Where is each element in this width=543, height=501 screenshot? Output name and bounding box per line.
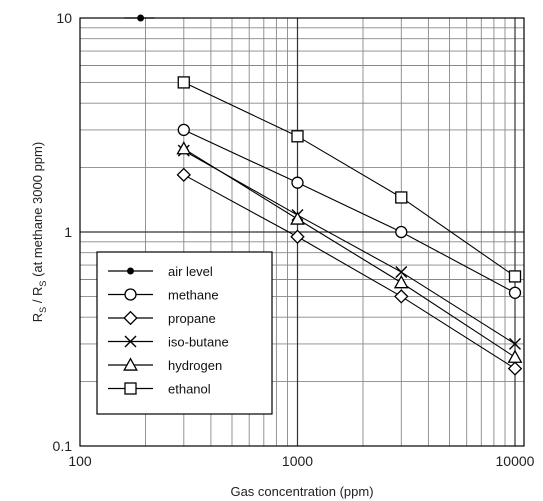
series-line-hydrogen [183, 148, 516, 358]
legend-marker-propane [123, 310, 138, 326]
x-axis-label: Gas concentration (ppm) [230, 484, 373, 499]
legend-label-air-level: air level [168, 264, 213, 279]
legend: air level methane propane iso-butane hydroge… [96, 251, 273, 415]
y-axis-label-mid: / R [30, 287, 45, 307]
legend-label-methane: methane [168, 288, 219, 303]
legend-marker-methane [124, 288, 137, 301]
plot-area-frame [79, 17, 525, 447]
data-point-methane [291, 176, 304, 189]
series-line-propane [183, 174, 516, 370]
data-point-iso-butane [395, 266, 408, 279]
data-point-ethanol [508, 270, 522, 283]
series-layer [124, 14, 523, 376]
legend-marker-ethanol [124, 382, 137, 395]
legend-label-propane: propane [168, 311, 216, 326]
y-axis-label-r1: R [30, 313, 45, 322]
legend-marker-hydrogen [123, 357, 138, 371]
legend-label-hydrogen: hydrogen [168, 358, 222, 373]
data-point-methane [395, 225, 408, 239]
y-tick-label: 1 [64, 224, 72, 240]
x-tick-label: 10000 [496, 453, 535, 469]
series-line-methane [183, 129, 516, 294]
y-tick-labels: 0.1 1 10 [53, 10, 73, 454]
data-point-hydrogen [393, 274, 409, 289]
y-axis-label-sub1: S [38, 307, 48, 313]
x-tick-labels: 100 1000 10000 [68, 453, 534, 469]
data-point-iso-butane [509, 337, 521, 350]
series-line-ethanol [183, 81, 516, 277]
x-tick-label: 1000 [282, 453, 313, 469]
y-axis-label-sub2: S [38, 281, 48, 287]
data-point-air-level [137, 14, 145, 22]
legend-label-iso-butane: iso-butane [168, 335, 229, 350]
data-point-methane [177, 123, 190, 137]
legend-label-ethanol: ethanol [168, 382, 211, 397]
y-axis-label: RS / RS (at methane 3000 ppm) [30, 142, 48, 322]
data-point-ethanol [291, 130, 304, 143]
y-axis-label-tail: (at methane 3000 ppm) [30, 142, 45, 281]
data-point-propane [394, 289, 409, 304]
data-point-propane [290, 229, 305, 244]
data-point-hydrogen [290, 211, 305, 225]
data-point-propane [176, 167, 191, 183]
series-line-iso-butane [183, 150, 516, 345]
data-point-hydrogen [507, 349, 523, 363]
data-point-methane [508, 286, 522, 299]
data-point-propane [507, 361, 523, 376]
y-tick-label: 10 [56, 10, 72, 26]
legend-marker-iso-butane [124, 335, 137, 348]
y-tick-label: 0.1 [53, 438, 73, 454]
legend-marker-air-level [127, 267, 134, 275]
data-point-hydrogen [176, 141, 192, 155]
data-point-ethanol [177, 76, 190, 89]
x-tick-label: 100 [68, 453, 92, 469]
data-point-ethanol [395, 191, 408, 204]
